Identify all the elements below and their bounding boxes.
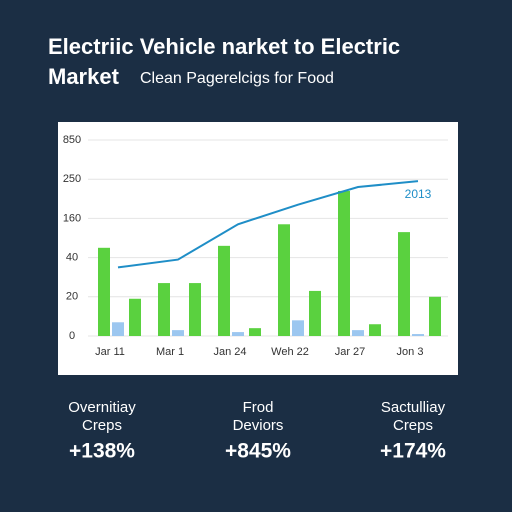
y-tick-label: 160	[63, 212, 81, 224]
stat-label: Deviors	[233, 417, 284, 434]
x-tick-label: Jar 27	[335, 346, 366, 358]
bar	[369, 324, 381, 336]
bar	[249, 328, 261, 336]
bar	[412, 334, 424, 336]
stat-label: Creps	[82, 417, 122, 434]
y-tick-label: 250	[63, 173, 81, 185]
stat-label: Creps	[393, 417, 433, 434]
chart-title: Market	[48, 64, 120, 89]
bar	[278, 224, 290, 336]
chart-title: Electriic Vehicle narket to Electric	[48, 34, 400, 59]
stat-label: Sactulliay	[381, 399, 446, 416]
y-tick-label: 20	[66, 291, 78, 303]
bar	[338, 190, 350, 336]
bar	[218, 245, 230, 336]
x-tick-label: Weh 22	[271, 346, 309, 358]
bar	[232, 332, 244, 336]
x-tick-label: Jan 24	[213, 346, 246, 358]
annotation: 2013	[405, 187, 432, 201]
stat-label: Frod	[243, 399, 274, 416]
y-tick-label: 0	[69, 330, 75, 342]
bar	[398, 232, 410, 336]
line	[117, 180, 419, 269]
y-tick-label: 850	[63, 134, 81, 146]
bar	[98, 247, 110, 336]
bar	[158, 283, 170, 336]
bar	[112, 322, 124, 336]
stat-label: Overnitiay	[68, 399, 136, 416]
x-tick-label: Jon 3	[397, 346, 424, 358]
stat-value: +174%	[380, 440, 446, 463]
bar	[189, 283, 201, 336]
bar	[172, 330, 184, 336]
chart-subtitle: Clean Pagerelcigs for Food	[140, 70, 334, 87]
stat-value: +845%	[225, 440, 291, 463]
bar	[309, 290, 321, 336]
bar	[292, 320, 304, 336]
bar	[429, 296, 441, 336]
bar	[352, 330, 364, 336]
stat-value: +138%	[69, 440, 135, 463]
bar	[129, 298, 141, 336]
x-tick-label: Mar 1	[156, 346, 184, 358]
y-tick-label: 40	[66, 252, 78, 264]
x-tick-label: Jar 11	[95, 346, 125, 358]
